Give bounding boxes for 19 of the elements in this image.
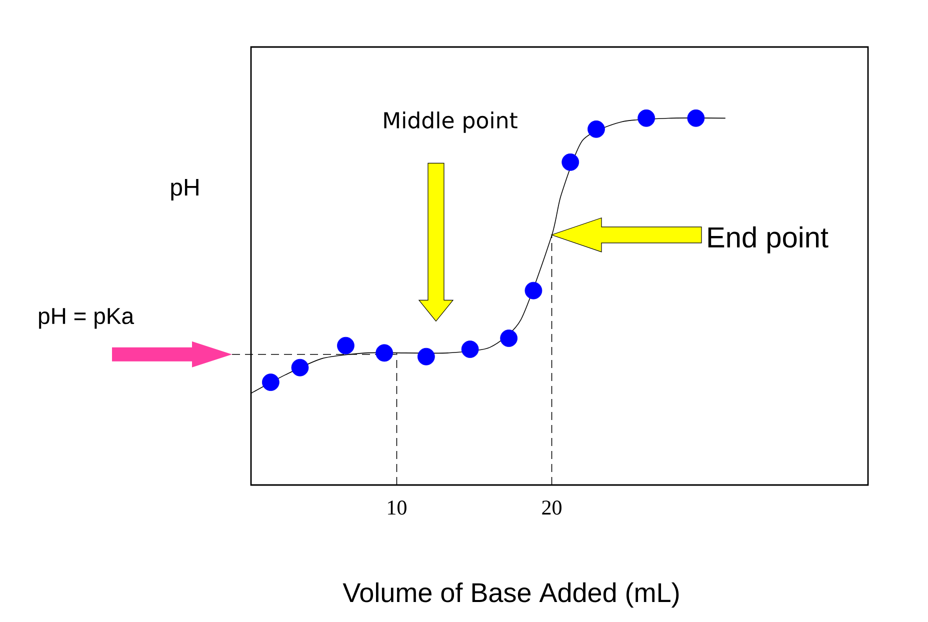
annotation: Middle point — [384, 112, 518, 133]
point — [638, 109, 656, 127]
point — [291, 358, 309, 376]
point — [687, 109, 705, 127]
annotation: End point — [708, 226, 828, 254]
y-axis-title: pH — [171, 179, 198, 201]
point — [461, 340, 479, 358]
point — [588, 120, 605, 138]
point — [562, 153, 580, 171]
ref-line-label: pH = pKa — [39, 308, 134, 329]
point — [337, 336, 354, 354]
point — [376, 344, 394, 362]
x-axis-title: Volume of Base Added (mL) — [342, 582, 679, 608]
point — [417, 348, 435, 366]
point — [524, 282, 542, 300]
point — [500, 330, 518, 347]
point — [262, 374, 280, 391]
x-tick-label: 10 — [388, 500, 406, 515]
x-tick-label: 20 — [542, 500, 562, 515]
